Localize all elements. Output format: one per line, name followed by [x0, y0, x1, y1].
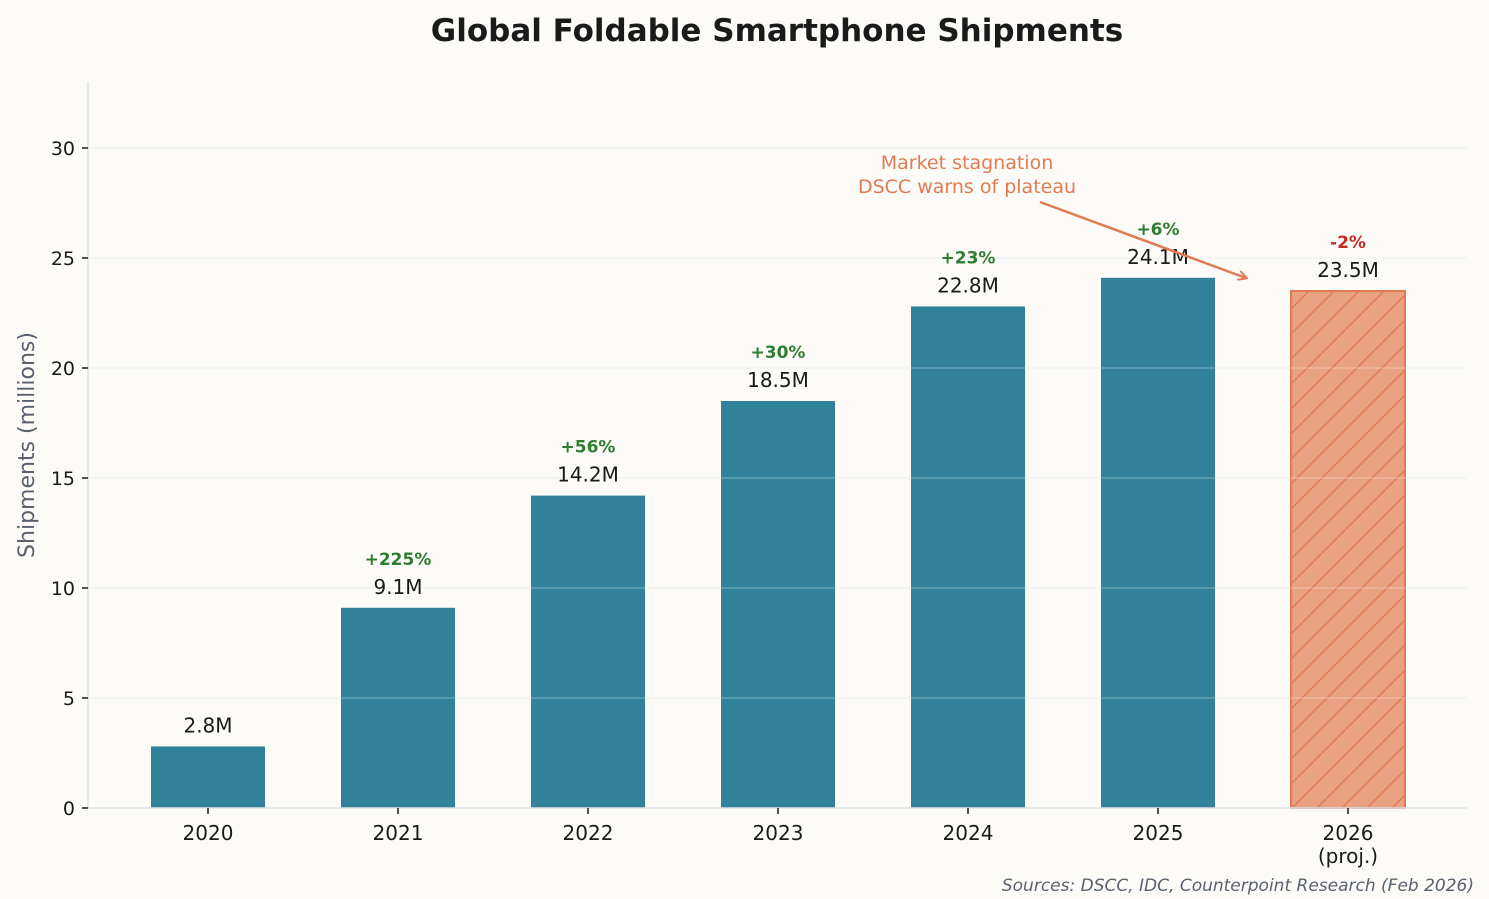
bar — [911, 306, 1025, 808]
value-label: 9.1M — [373, 575, 422, 599]
x-tick-label: 2025 — [1133, 821, 1184, 845]
y-tick-label: 25 — [51, 248, 75, 270]
bar — [1101, 277, 1215, 808]
y-tick-label: 0 — [63, 798, 75, 820]
annotation-line-2: DSCC warns of plateau — [858, 176, 1076, 198]
bar — [721, 401, 835, 808]
annotation-line-1: Market stagnation — [881, 152, 1053, 174]
growth-label: +23% — [941, 248, 996, 268]
y-tick-label: 15 — [51, 468, 75, 490]
annotation-arrow — [1039, 200, 1246, 278]
y-tick-label: 5 — [63, 688, 75, 710]
value-label: 24.1M — [1127, 245, 1189, 269]
growth-label: +225% — [365, 550, 432, 570]
x-tick-label: 2022 — [563, 821, 614, 845]
x-tick-label: 2024 — [943, 821, 994, 845]
y-tick-label: 10 — [51, 578, 75, 600]
bar — [531, 495, 645, 808]
value-label: 22.8M — [937, 273, 999, 297]
value-label: 14.2M — [557, 463, 619, 487]
bar — [151, 746, 265, 808]
value-label: 18.5M — [747, 368, 809, 392]
value-label: 2.8M — [183, 713, 232, 737]
x-tick-label: 2021 — [373, 821, 424, 845]
source-note: Sources: DSCC, IDC, Counterpoint Researc… — [1002, 876, 1474, 895]
y-tick-label: 20 — [51, 358, 75, 380]
bar-hatch — [1291, 291, 1405, 808]
x-tick-label: (proj.) — [1318, 844, 1378, 868]
y-tick-label: 30 — [51, 138, 75, 160]
growth-label: -2% — [1330, 233, 1366, 253]
value-label: 23.5M — [1317, 258, 1379, 282]
chart-title: Global Foldable Smartphone Shipments — [431, 13, 1123, 49]
growth-label: +30% — [751, 343, 806, 363]
x-tick-label: 2023 — [753, 821, 804, 845]
x-tick-label: 2026 — [1323, 821, 1374, 845]
bar — [341, 607, 455, 808]
growth-label: +6% — [1136, 220, 1179, 240]
y-axis-label: Shipments (millions) — [15, 332, 40, 558]
growth-label: +56% — [561, 438, 616, 458]
x-tick-label: 2020 — [183, 821, 234, 845]
